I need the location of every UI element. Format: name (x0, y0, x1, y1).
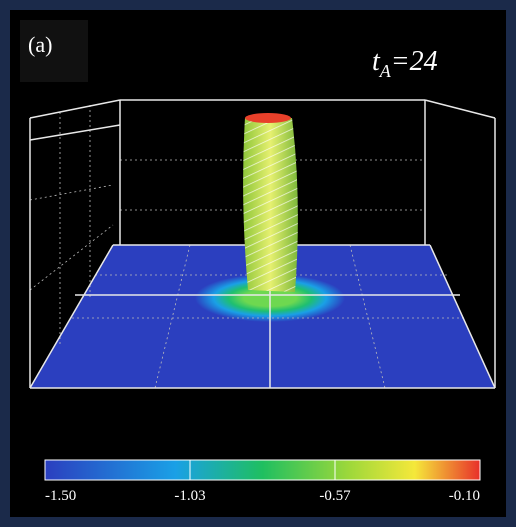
field-lines (243, 118, 298, 292)
colorbar-tick-label: -0.10 (449, 488, 480, 504)
colorbar-tick-label: -1.03 (174, 488, 205, 504)
colorbar (45, 460, 480, 480)
panel-label: (a) (28, 32, 52, 57)
figure: (a) tA=24 -1.50-1.03-0.57-0.10 (0, 0, 516, 527)
tube-cap (245, 113, 291, 123)
page: (a) tA=24 -1.50-1.03-0.57-0.10 (() => { … (0, 0, 516, 527)
colorbar-tick-label: -0.57 (319, 488, 351, 504)
time-value: =24 (391, 46, 438, 77)
colorbar-tick-label: -1.50 (45, 488, 76, 504)
